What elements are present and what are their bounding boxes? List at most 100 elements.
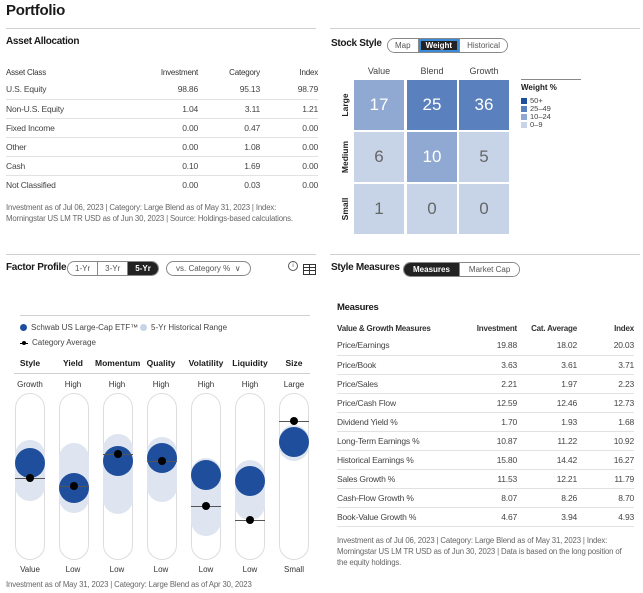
factor-header-size: Size: [285, 358, 303, 368]
index-value: 0.00: [302, 179, 318, 190]
style-measures-tabs: Measures Market Cap: [403, 262, 521, 277]
divider: [330, 28, 640, 29]
factor-header-yield: Yield: [63, 358, 83, 368]
table-row: Cash-Flow Growth % 8.07 8.26 8.70: [337, 488, 634, 508]
style-measures-note: Investment as of Jul 06, 2023 | Category…: [337, 535, 622, 568]
legend-item: 50+: [521, 96, 543, 105]
legend-divider: [521, 79, 581, 80]
fund-marker: [235, 466, 265, 496]
note-line: the equity holdings.: [337, 558, 402, 567]
investment-value: 19.88: [457, 336, 517, 356]
table-row: Not Classified 0.00 0.03 0.00: [6, 175, 318, 194]
divider: [330, 254, 640, 255]
dropdown-label: vs. Category %: [176, 264, 231, 273]
table-row: Fixed Income 0.00 0.47 0.00: [6, 118, 318, 138]
legend-swatch: [521, 113, 527, 120]
comparison-dropdown[interactable]: vs. Category % ∨: [166, 261, 251, 276]
factor-bottom-label: Low: [153, 565, 169, 574]
category-value: 1.93: [517, 412, 577, 432]
table-icon[interactable]: [303, 264, 316, 277]
category-marker-icon: [20, 340, 28, 346]
asset-allocation-note: Investment as of Jul 06, 2023 | Category…: [6, 202, 293, 224]
index-value: 10.92: [577, 431, 634, 451]
table-row: Price/Sales 2.21 1.97 2.23: [337, 374, 634, 394]
legend-swatch: [521, 105, 527, 112]
style-cell-large-growth: 36: [459, 80, 509, 130]
column-header: Investment: [160, 67, 198, 77]
category-value: 0.47: [198, 118, 260, 138]
factor-bottom-label: Small: [283, 565, 304, 574]
tab-3-yr[interactable]: 3-Yr: [98, 262, 129, 275]
factor-bottom-label: Low: [65, 565, 81, 574]
tab-map[interactable]: Map: [388, 39, 419, 52]
factor-top-label: High: [197, 380, 215, 389]
investment-value: 0.00: [136, 137, 198, 157]
row-label: Price/Sales: [337, 374, 457, 394]
row-label-medium: Medium: [340, 140, 350, 174]
factor-profile-title: Factor Profile: [6, 262, 67, 273]
factor-header-style: Style: [19, 358, 41, 368]
row-label: Fixed Income: [6, 118, 136, 138]
category-value: 3.61: [517, 355, 577, 375]
fund-marker: [279, 427, 309, 457]
factor-bottom-label: Value: [20, 565, 40, 574]
investment-value: 1.70: [457, 412, 517, 432]
style-cell-small-growth: 0: [459, 184, 509, 234]
index-value: 12.73: [577, 393, 634, 413]
investment-value: 0.00: [136, 118, 198, 138]
table-header: Asset Class Investment Category Index: [6, 64, 318, 80]
category-value: 1.08: [198, 137, 260, 157]
divider: [14, 373, 310, 374]
row-label: Historical Earnings %: [337, 450, 457, 470]
category-value: 95.13: [198, 80, 260, 100]
investment-value: 12.59: [457, 393, 517, 413]
tab-weight[interactable]: Weight: [418, 39, 461, 52]
legend-item: 0–9: [521, 120, 543, 129]
investment-value: 3.63: [457, 355, 517, 375]
factor-top-label: High: [152, 380, 170, 389]
info-icon[interactable]: i: [288, 261, 298, 271]
factor-track-size: [279, 393, 309, 560]
column-header: Value & Growth Measures: [337, 323, 431, 333]
row-label: Price/Earnings: [337, 336, 457, 356]
row-label: Price/Book: [337, 355, 457, 375]
style-cell-medium-growth: 5: [459, 132, 509, 182]
category-marker: [70, 482, 78, 490]
legend-swatch: [521, 121, 527, 128]
investment-value: 0.00: [182, 179, 198, 190]
table-row: Price/Book 3.63 3.61 3.71: [337, 355, 634, 375]
tab-market-cap[interactable]: Market Cap: [459, 263, 520, 276]
style-cell-small-blend: 0: [407, 184, 457, 234]
row-label: Non-U.S. Equity: [6, 99, 136, 119]
tab-historical[interactable]: Historical: [460, 39, 507, 52]
category-marker: [158, 457, 166, 465]
tab-5-yr[interactable]: 5-Yr: [128, 262, 158, 275]
index-value: 1.21: [260, 99, 318, 119]
category-marker: [202, 502, 210, 510]
table-row: Sales Growth % 11.53 12.21 11.79: [337, 469, 634, 489]
category-value: 12.21: [517, 469, 577, 489]
index-value: 11.79: [577, 469, 634, 489]
investment-value: 8.07: [457, 488, 517, 508]
legend-label: 0–9: [530, 120, 543, 129]
stock-style-title: Stock Style: [331, 38, 382, 49]
asset-allocation-table: Asset Class Investment Category Index U.…: [6, 64, 318, 194]
category-marker: [246, 516, 254, 524]
factor-header-volatility: Volatility: [188, 358, 224, 368]
category-value: 1.69: [198, 156, 260, 176]
style-cell-medium-blend: 10: [407, 132, 457, 182]
factor-top-label: High: [241, 380, 259, 389]
tab-1-yr[interactable]: 1-Yr: [68, 262, 99, 275]
factor-top-label: Growth: [17, 380, 43, 389]
legend-range: 5-Yr Historical Range: [140, 323, 227, 332]
page-title: Portfolio: [6, 2, 65, 19]
tab-measures[interactable]: Measures: [404, 263, 460, 276]
table-header: Value & Growth Measures Investment Cat. …: [337, 320, 634, 336]
fund-marker: [191, 460, 221, 490]
legend-item: 25–49: [521, 104, 551, 113]
legend-item: 10–24: [521, 112, 551, 121]
column-header: Cat. Average: [531, 323, 577, 333]
note-line: Investment as of Jul 06, 2023 | Category…: [6, 203, 277, 212]
legend-category: Category Average: [20, 338, 96, 347]
fund-marker: [15, 448, 45, 478]
